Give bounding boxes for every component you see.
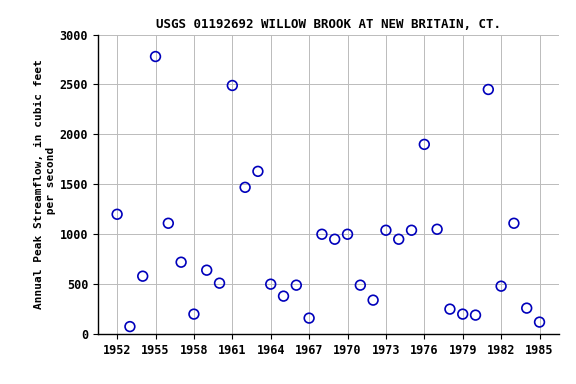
Point <box>215 280 224 286</box>
Point <box>394 236 403 242</box>
Point <box>176 259 185 265</box>
Point <box>471 312 480 318</box>
Point <box>202 267 211 273</box>
Point <box>445 306 454 312</box>
Point <box>151 53 160 60</box>
Point <box>126 323 135 329</box>
Point <box>369 297 378 303</box>
Point <box>343 231 352 237</box>
Point <box>317 231 327 237</box>
Point <box>484 86 493 93</box>
Point <box>420 141 429 147</box>
Point <box>253 168 263 174</box>
Point <box>190 311 199 317</box>
Point <box>112 211 122 217</box>
Point <box>266 281 275 287</box>
Point <box>241 184 250 190</box>
Point <box>305 315 314 321</box>
Point <box>433 226 442 232</box>
Point <box>164 220 173 226</box>
Point <box>228 83 237 89</box>
Point <box>330 236 339 242</box>
Point <box>407 227 416 233</box>
Point <box>356 282 365 288</box>
Title: USGS 01192692 WILLOW BROOK AT NEW BRITAIN, CT.: USGS 01192692 WILLOW BROOK AT NEW BRITAI… <box>156 18 501 31</box>
Point <box>458 311 467 317</box>
Point <box>497 283 506 289</box>
Point <box>535 319 544 325</box>
Point <box>522 305 531 311</box>
Point <box>291 282 301 288</box>
Y-axis label: Annual Peak Streamflow, in cubic feet
 per second: Annual Peak Streamflow, in cubic feet pe… <box>34 60 55 309</box>
Point <box>381 227 391 233</box>
Point <box>279 293 288 299</box>
Point <box>509 220 518 226</box>
Point <box>138 273 147 279</box>
